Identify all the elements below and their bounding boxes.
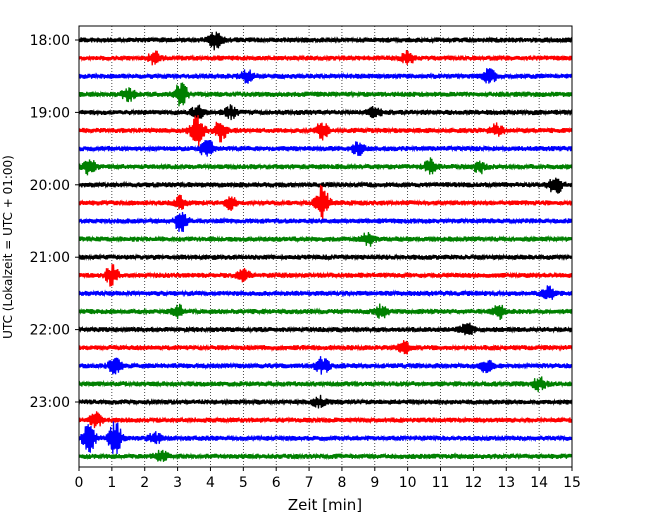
- x-tick-label: 10: [399, 475, 417, 491]
- trace-1815: [79, 49, 572, 66]
- x-tick-label: 8: [337, 475, 346, 491]
- x-tick-label: 0: [75, 475, 84, 491]
- trace-2045: [79, 232, 572, 247]
- trace-1915: [79, 115, 572, 148]
- trace-2330: [79, 421, 572, 454]
- trace-1900: [79, 104, 572, 121]
- trace-2000: [79, 177, 572, 194]
- x-tick-label: 4: [206, 475, 215, 491]
- trace-1845: [79, 82, 572, 107]
- y-tick-label: 20:00: [30, 178, 70, 194]
- trace-1945: [79, 157, 572, 176]
- y-tick-label: 19:00: [30, 105, 70, 121]
- x-tick-label: 7: [305, 475, 314, 491]
- trace-2145: [79, 303, 572, 320]
- axis-ticks: 0 1 2 3 4 5 6 7 8 9 10 11 12 13 14 1518:0019:0020:0021:…: [30, 33, 581, 491]
- x-tick-label: 3: [173, 475, 182, 491]
- trace-1930: [79, 139, 572, 157]
- y-tick-label: 23:00: [30, 395, 70, 411]
- seismic-traces: [79, 31, 572, 462]
- trace-1830: [79, 68, 572, 84]
- trace-2130: [79, 285, 572, 300]
- trace-2115: [79, 264, 572, 287]
- x-tick-label: 1: [107, 475, 116, 491]
- x-tick-label: 9: [370, 475, 379, 491]
- trace-2245: [79, 376, 572, 393]
- trace-1800: [79, 31, 572, 51]
- y-tick-label: 18:00: [30, 33, 70, 49]
- x-tick-label: 2: [140, 475, 149, 491]
- trace-2100: [79, 253, 572, 262]
- trace-2015: [79, 184, 572, 221]
- trace-2030: [79, 212, 572, 233]
- y-tick-label: 21:00: [30, 250, 70, 266]
- x-tick-label: 15: [563, 475, 581, 491]
- x-tick-label: 12: [464, 475, 482, 491]
- trace-2230: [79, 356, 572, 375]
- trace-2315: [79, 411, 572, 429]
- x-tick-label: 5: [239, 475, 248, 491]
- trace-2345: [79, 449, 572, 462]
- y-axis-label: UTC (Lokalzeit = UTC + 01:00): [1, 155, 15, 339]
- x-tick-label: 6: [272, 475, 281, 491]
- x-tick-label: 11: [432, 475, 450, 491]
- trace-2200: [79, 322, 572, 336]
- trace-2215: [79, 340, 572, 355]
- x-axis-label: Zeit [min]: [288, 496, 362, 514]
- y-tick-label: 22:00: [30, 323, 70, 339]
- trace-2300: [79, 394, 572, 409]
- x-tick-label: 14: [530, 475, 548, 491]
- plot-frame: [78, 25, 573, 468]
- x-tick-label: 13: [497, 475, 515, 491]
